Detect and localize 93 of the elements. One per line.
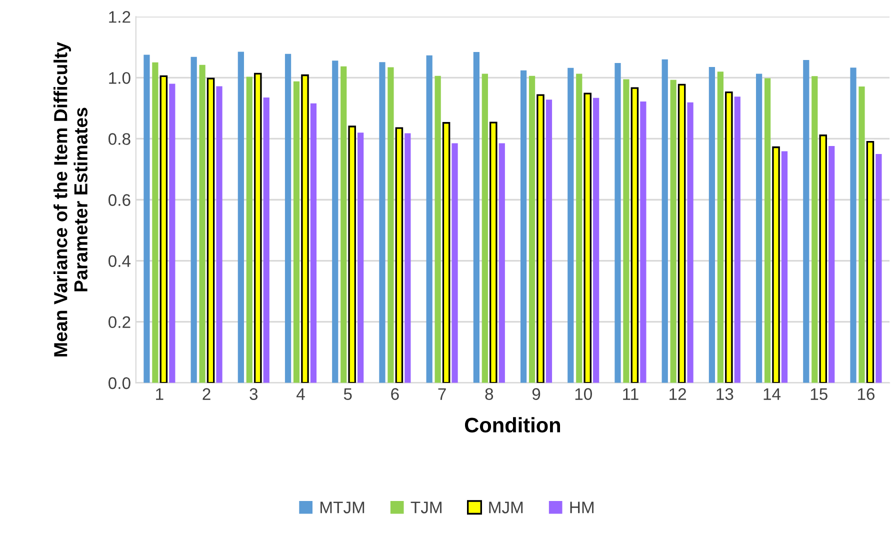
- bar: [388, 67, 394, 383]
- x-axis-title: Condition: [464, 417, 560, 432]
- y-tick-label: 1.0: [109, 72, 130, 84]
- bar: [404, 133, 411, 383]
- bar: [630, 87, 639, 383]
- bar: [442, 122, 450, 383]
- bar: [687, 102, 694, 383]
- bar: [662, 59, 668, 383]
- bar: [568, 68, 574, 383]
- bar: [199, 64, 206, 383]
- bar: [379, 62, 386, 383]
- x-tick-label: 6: [391, 388, 399, 400]
- bar: [520, 70, 527, 383]
- bar: [678, 84, 686, 383]
- bar: [340, 66, 347, 383]
- y-tick-label: 0.0: [108, 377, 130, 390]
- bar: [206, 78, 215, 383]
- bar: [490, 122, 498, 383]
- bar: [850, 68, 856, 383]
- x-tick-label: 14: [764, 388, 781, 400]
- bar: [426, 55, 432, 383]
- x-tick-label: 5: [344, 388, 352, 400]
- x-tick-label: 13: [716, 388, 734, 400]
- bar: [238, 52, 244, 383]
- bar: [614, 63, 621, 383]
- bar: [725, 92, 733, 383]
- bar: [263, 98, 270, 383]
- bar: [528, 76, 536, 383]
- bar: [576, 74, 582, 383]
- y-tick-label: 1.2: [109, 11, 130, 23]
- bar: [310, 103, 317, 383]
- bar: [301, 74, 309, 383]
- bar: [160, 75, 168, 383]
- x-tick-label: 15: [810, 388, 828, 400]
- bar: [332, 60, 338, 383]
- legend-label: MJM: [489, 502, 523, 514]
- bar: [284, 54, 292, 383]
- bar: [772, 146, 780, 383]
- bar: [876, 154, 882, 383]
- x-tick-label: 1: [156, 388, 164, 400]
- x-tick-label: 9: [532, 388, 540, 400]
- x-tick-label: 3: [250, 388, 258, 400]
- bar: [781, 151, 788, 383]
- y-tick-label: 0.6: [108, 194, 130, 206]
- x-tick-label: 12: [670, 388, 686, 400]
- y-tick-label: 0.8: [108, 133, 130, 145]
- bar: [144, 54, 150, 383]
- bar: [640, 101, 646, 383]
- bar: [434, 76, 441, 383]
- x-tick-label: 16: [858, 388, 875, 400]
- bar: [473, 52, 480, 383]
- bar: [670, 80, 676, 383]
- bar: [395, 127, 404, 383]
- bar: [452, 143, 458, 383]
- bar: [593, 98, 600, 383]
- x-tick-label: 4: [296, 388, 305, 400]
- bar: [358, 132, 364, 383]
- legend-label: HM: [570, 502, 594, 514]
- legend-label: TJM: [410, 502, 442, 514]
- x-tick-label: 10: [575, 388, 592, 400]
- bar: [803, 60, 810, 383]
- bar: [293, 81, 300, 383]
- x-tick-label: 7: [438, 388, 446, 400]
- bar: [756, 74, 762, 383]
- bar: [546, 100, 552, 383]
- bar: [246, 76, 252, 383]
- x-tick-label: 8: [485, 388, 494, 400]
- bar: [169, 84, 176, 383]
- legend-label: MTJM: [320, 502, 364, 514]
- bar: [482, 74, 488, 383]
- bar: [866, 140, 874, 383]
- bar: [734, 96, 740, 383]
- bar: [152, 62, 158, 383]
- bar: [812, 76, 818, 383]
- bar: [190, 56, 197, 383]
- bar: [623, 79, 630, 383]
- y-tick-label: 0.4: [108, 255, 131, 268]
- bar: [584, 92, 592, 383]
- bar: [254, 72, 262, 383]
- bar: [536, 94, 544, 383]
- x-tick-label: 11: [623, 388, 638, 400]
- bar: [498, 143, 505, 383]
- x-tick-label: 2: [202, 388, 210, 400]
- bar: [764, 78, 771, 383]
- bar: [819, 134, 828, 383]
- bar: [708, 67, 716, 383]
- bar: [216, 86, 222, 383]
- bar: [717, 72, 724, 383]
- bar: [348, 126, 356, 383]
- y-axis-title: Mean Variance of the Item Difficulty Parameter Estimates: [54, 42, 88, 356]
- bar: [858, 86, 865, 383]
- y-tick-label: 0.2: [108, 316, 130, 328]
- bar: [828, 146, 835, 383]
